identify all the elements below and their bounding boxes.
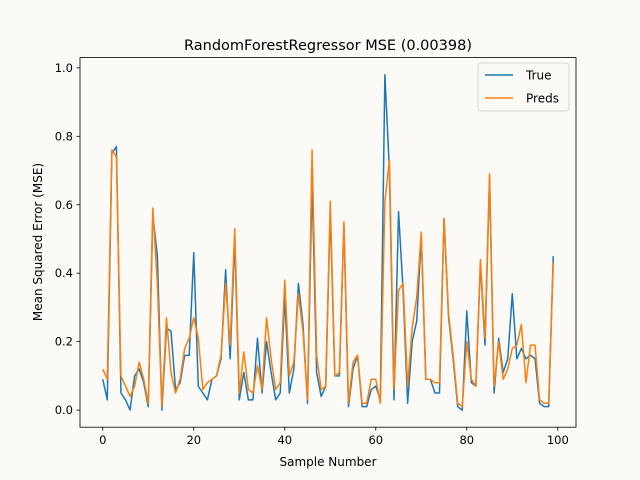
legend-label-preds: Preds — [526, 92, 559, 106]
x-tick-label: 100 — [547, 433, 569, 447]
x-axis-label: Sample Number — [279, 455, 376, 469]
y-tick-label: 0.6 — [55, 198, 73, 212]
x-tick-label: 60 — [368, 433, 383, 447]
x-tick-label: 40 — [277, 433, 292, 447]
x-tick-label: 0 — [99, 433, 106, 447]
series-layer — [102, 73, 554, 411]
x-ticks: 0 20 40 60 80 100 — [99, 427, 569, 447]
y-tick-label: 0.8 — [55, 129, 73, 143]
x-tick-label: 80 — [459, 433, 474, 447]
y-tick-label: 0.4 — [55, 266, 73, 280]
series-line-preds — [102, 149, 554, 408]
legend: True Preds — [477, 62, 570, 112]
axes-layer — [79, 57, 577, 428]
y-tick-label: 0.2 — [55, 335, 73, 349]
x-tick-label: 20 — [186, 433, 201, 447]
chart-title: RandomForestRegressor MSE (0.00398) — [184, 38, 472, 54]
axes-frame — [79, 57, 577, 428]
y-ticks: 0.0 0.2 0.4 0.6 0.8 1.0 — [55, 61, 80, 417]
y-tick-label: 1.0 — [55, 61, 73, 75]
y-axis-label: Mean Squared Error (MSE) — [31, 163, 45, 321]
legend-label-true: True — [525, 69, 552, 83]
y-tick-label: 0.0 — [55, 403, 73, 417]
